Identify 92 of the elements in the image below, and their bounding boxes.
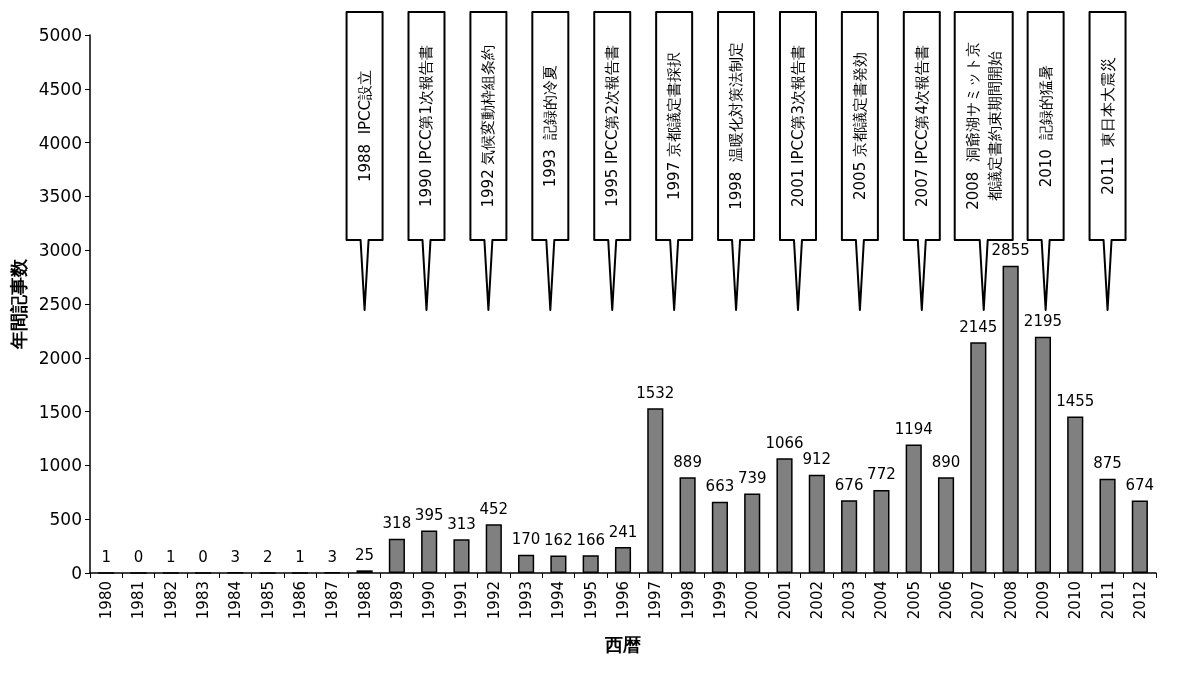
- data-label: 772: [867, 465, 896, 484]
- data-label: 162: [544, 531, 573, 550]
- x-tick-label: 2009: [1033, 581, 1052, 620]
- data-label: 25: [355, 545, 375, 564]
- x-tick-label: 1989: [387, 581, 406, 620]
- data-label: 3: [327, 547, 338, 566]
- y-tick-label: 3000: [38, 240, 82, 261]
- data-label: 1532: [636, 383, 675, 402]
- y-tick-label: 4500: [38, 78, 82, 99]
- data-label: 0: [133, 547, 144, 566]
- x-tick-label: 1983: [194, 581, 213, 620]
- x-tick-label: 1990: [420, 581, 439, 620]
- data-label: 2: [262, 547, 273, 566]
- x-tick-label: 1988: [355, 581, 374, 620]
- data-label: 2855: [991, 241, 1030, 260]
- x-tick-label: 1986: [290, 581, 309, 620]
- annotation: 1992 気候変動枠組条約: [479, 44, 498, 208]
- annotation: 1998 温暖化対策法制定: [727, 42, 746, 210]
- x-tick-label: 1999: [710, 581, 729, 620]
- x-tick-label: 2007: [969, 581, 988, 620]
- y-tick-label: 0: [71, 563, 82, 583]
- x-tick-label: 1994: [549, 581, 568, 620]
- x-tick-label: 2010: [1066, 581, 1085, 620]
- annotation: 1990 IPCC第1次報告書: [417, 45, 436, 207]
- x-tick-label: 2000: [743, 581, 762, 620]
- x-tick-label: 1997: [646, 581, 665, 620]
- x-tick-label: 2012: [1130, 581, 1149, 620]
- data-label: 1194: [894, 420, 933, 439]
- x-tick-label: 1980: [97, 581, 116, 620]
- y-tick-label: 5000: [38, 25, 82, 45]
- annotation: 2008 洞爺湖サミット京都議定書約束期間開始: [963, 42, 1004, 210]
- x-tick-label: 2004: [872, 581, 891, 620]
- x-tick-label: 2003: [840, 581, 859, 620]
- data-label: 452: [479, 499, 509, 518]
- data-label: 875: [1093, 454, 1122, 473]
- data-label: 912: [802, 450, 832, 469]
- annotation: 1997 京都議定書採択: [665, 52, 684, 200]
- annotation: 1995 IPCC第2次報告書: [603, 45, 622, 207]
- x-tick-label: 2001: [775, 581, 794, 620]
- x-tick-label: 1993: [517, 581, 536, 620]
- data-label: 1: [295, 547, 305, 566]
- data-label: 166: [576, 530, 606, 549]
- data-label: 0: [198, 547, 208, 566]
- data-label: 1: [101, 547, 111, 566]
- annotation: 2011 東日本大震災: [1098, 57, 1117, 195]
- x-tick-label: 1992: [484, 581, 503, 620]
- data-label: 395: [414, 506, 444, 524]
- y-axis-title: 年間記事数: [8, 258, 30, 350]
- x-tick-label: 2005: [904, 581, 923, 620]
- annotation: 2010 記録的猛暑: [1036, 64, 1055, 188]
- data-label: 2195: [1023, 312, 1063, 331]
- data-label: 674: [1125, 475, 1155, 494]
- annotation: 2005 京都議定書発効: [850, 52, 869, 200]
- data-label: 1455: [1056, 391, 1095, 410]
- data-label: 663: [705, 477, 735, 496]
- x-tick-label: 2011: [1098, 581, 1117, 620]
- data-label: 318: [382, 514, 412, 533]
- y-tick-label: 1500: [38, 401, 82, 422]
- data-label: 739: [737, 468, 767, 487]
- data-label: 2145: [959, 317, 998, 336]
- data-label: 1: [165, 547, 176, 566]
- x-axis-title: 西暦: [604, 633, 641, 655]
- data-label: 170: [511, 530, 541, 549]
- y-tick-label: 3500: [38, 186, 82, 207]
- x-tick-label: 1996: [614, 581, 632, 620]
- annotation: 1993 記録的冷夏: [541, 64, 560, 188]
- y-tick-label: 2500: [38, 294, 82, 314]
- data-label: 889: [673, 452, 702, 471]
- x-tick-label: 1998: [678, 581, 697, 620]
- data-label: 313: [447, 514, 476, 533]
- annotation: 2007 IPCC第4次報告書: [912, 45, 931, 207]
- x-tick-label: 1982: [161, 581, 180, 620]
- x-tick-label: 1984: [226, 581, 245, 620]
- data-label: 3: [230, 547, 241, 566]
- x-tick-label: 1995: [581, 581, 600, 620]
- data-label: 676: [834, 475, 864, 494]
- x-tick-label: 2002: [807, 581, 826, 620]
- annotation: 1988 IPCC設立: [355, 69, 374, 183]
- x-tick-label: 1991: [452, 581, 471, 620]
- y-tick-label: 500: [49, 509, 82, 530]
- data-label: 1066: [765, 433, 804, 452]
- y-tick-label: 2000: [38, 347, 82, 368]
- data-label: 890: [931, 452, 961, 471]
- x-tick-label: 2008: [1001, 581, 1020, 620]
- x-tick-label: 2006: [937, 581, 956, 620]
- y-tick-label: 4000: [38, 132, 82, 153]
- data-label: 241: [608, 522, 638, 541]
- x-tick-label: 1981: [129, 581, 148, 620]
- y-tick-label: 1000: [38, 455, 82, 476]
- x-tick-label: 1985: [258, 581, 277, 620]
- x-tick-label: 1987: [323, 581, 342, 620]
- annotation: 2001 IPCC第3次報告書: [788, 45, 807, 207]
